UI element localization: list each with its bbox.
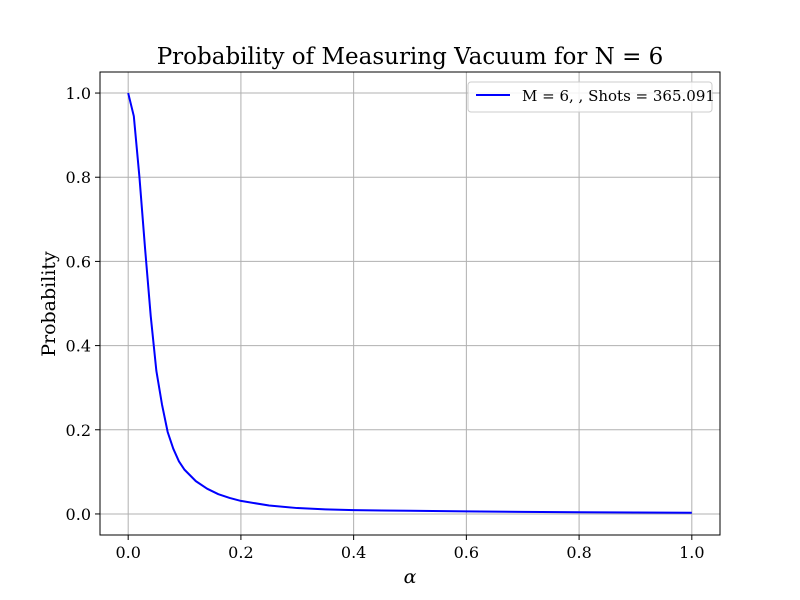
chart-title: Probability of Measuring Vacuum for N = … xyxy=(157,44,664,70)
plot-frame xyxy=(99,71,721,536)
x-tick-label: 0.2 xyxy=(228,543,253,562)
x-tick-label: 0.0 xyxy=(115,543,140,562)
series-line xyxy=(127,92,692,514)
x-tick-label: 0.4 xyxy=(341,543,366,562)
legend: M = 6, , Shots = 365.091 xyxy=(467,81,715,113)
x-tick-label: 0.6 xyxy=(454,543,479,562)
y-tick-label: 0.8 xyxy=(66,168,91,187)
x-tick-label: 0.8 xyxy=(566,543,591,562)
y-tick-label: 0.0 xyxy=(66,505,91,524)
y-tick-label: 0.6 xyxy=(66,252,91,271)
y-tick-label: 0.4 xyxy=(66,337,91,356)
x-tick-label: 1.0 xyxy=(679,543,704,562)
grid xyxy=(100,72,720,535)
y-tick-label: 0.2 xyxy=(66,421,91,440)
y-tick-label: 1.0 xyxy=(66,84,91,103)
y-axis-label: Probability xyxy=(38,251,60,357)
legend-label: M = 6, , Shots = 365.091 xyxy=(522,87,715,105)
series-layer xyxy=(127,92,692,514)
ticks: 0.0 0.2 0.4 0.6 0.8 1.0 0.0 0.2 0.4 0.6 0.8 1.0 xyxy=(66,84,705,562)
x-axis-label: α xyxy=(404,566,417,588)
legend-box xyxy=(467,81,713,113)
